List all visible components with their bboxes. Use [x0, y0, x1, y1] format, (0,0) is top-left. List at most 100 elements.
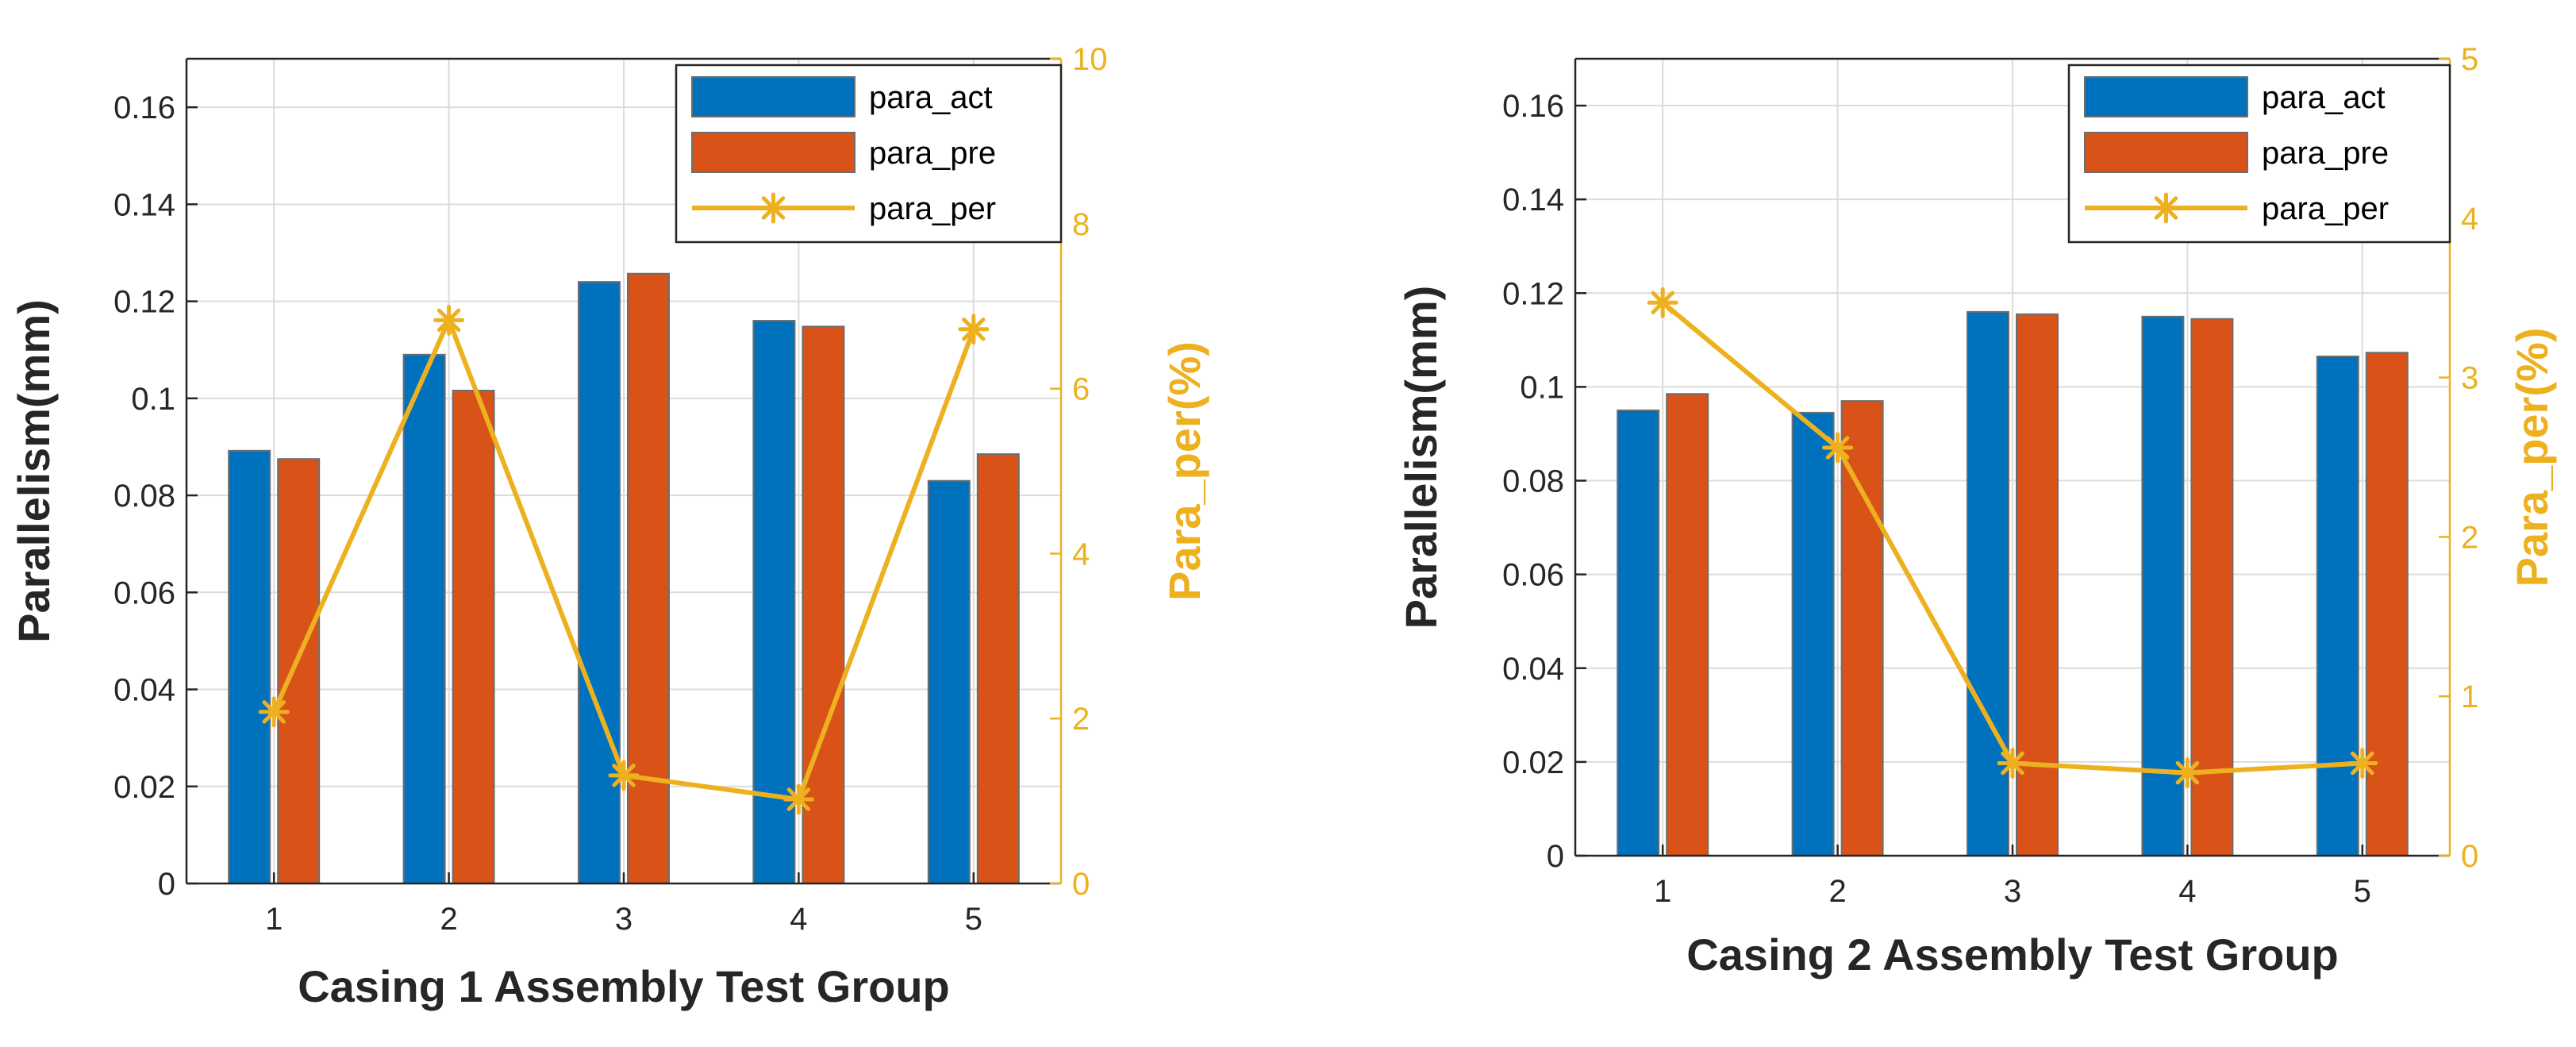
- y-tick-label: 0.02: [113, 770, 175, 805]
- y2-tick-label: 1: [2461, 679, 2478, 714]
- bar-para_pre-group-5: [976, 453, 1020, 884]
- asterisk-stroke: [436, 308, 461, 333]
- y2-tick-label: 6: [1072, 372, 1090, 407]
- y2-tick-label: 10: [1072, 42, 1108, 77]
- y2-tick-label: 4: [2461, 202, 2478, 237]
- point-para_per-group-5: [2347, 748, 2378, 779]
- x-tick-label: 1: [265, 902, 283, 937]
- y-tick-label: 0.12: [1502, 276, 1564, 311]
- y-tick-label: 0.14: [1502, 183, 1564, 217]
- asterisk-stroke: [761, 196, 786, 220]
- asterisk-stroke: [786, 787, 811, 811]
- y-tick-label: 0.04: [1502, 652, 1564, 687]
- bar-para_act-group-5: [927, 479, 971, 884]
- y2-tick-label: 2: [2461, 520, 2478, 555]
- y2-tick-label: 5: [2461, 42, 2478, 77]
- y-tick-label: 0.1: [1520, 370, 1564, 405]
- y2-axis-label: Para_per(%): [1159, 341, 1209, 601]
- chart-casing-1: 0 0.02 0.04 0.06 0.08 0.1 0.12 0.14 0.16 0 2 4 6 8 10 1…: [9, 42, 1209, 1011]
- y-tick-label: 0.06: [113, 575, 175, 610]
- y-tick-label: 0: [1547, 839, 1564, 874]
- asterisk-stroke: [1825, 436, 1850, 460]
- x-axis-label: Casing 1 Assembly Test Group: [298, 961, 950, 1011]
- asterisk-stroke: [612, 764, 636, 787]
- y2-tick-label: 4: [1072, 537, 1090, 572]
- y-tick-label: 0.16: [113, 90, 175, 125]
- y-tick-label: 0.12: [113, 285, 175, 320]
- bar-para_act-group-2: [402, 353, 446, 885]
- x-tick-label: 5: [2354, 874, 2371, 909]
- bar-para_act-group-4: [2141, 315, 2185, 856]
- legend-label-para_act: para_act: [869, 80, 993, 115]
- bar-para_pre-group-3: [627, 272, 670, 885]
- bar-para_act-group-5: [2316, 356, 2359, 856]
- x-tick-label: 3: [2004, 874, 2021, 909]
- asterisk-stroke: [2154, 196, 2178, 220]
- y2-tick-label: 3: [2461, 361, 2478, 396]
- point-para_per-group-4: [782, 783, 814, 815]
- legend-marker-para_per: [758, 192, 789, 224]
- legend-swatch-para_pre: [2084, 132, 2248, 173]
- legend-marker-para_per: [2151, 192, 2182, 224]
- y-tick-label: 0.08: [1502, 464, 1564, 499]
- bar-para_pre-group-5: [2365, 352, 2409, 856]
- x-tick-label: 5: [965, 902, 982, 937]
- bar-para_act-group-3: [578, 281, 621, 884]
- asterisk-stroke: [2351, 751, 2374, 776]
- x-tick-label: 2: [1828, 874, 1846, 909]
- asterisk-stroke: [962, 318, 986, 341]
- legend-label-para_per: para_per: [869, 191, 996, 226]
- y-tick-label: 0.16: [1502, 89, 1564, 124]
- y2-tick-label: 0: [1072, 867, 1090, 902]
- x-tick-label: 4: [790, 902, 807, 937]
- y2-tick-label: 0: [2461, 839, 2478, 874]
- point-para_per-group-2: [1822, 432, 1854, 464]
- point-para_per-group-1: [1647, 287, 1678, 318]
- bar-para_pre-group-2: [452, 390, 495, 885]
- x-tick-label: 4: [2178, 874, 2196, 909]
- legend-swatch-para_act: [2084, 76, 2248, 117]
- y-tick-label: 0.06: [1502, 558, 1564, 593]
- point-para_per-group-4: [2171, 757, 2203, 789]
- y-tick-label: 0: [158, 867, 175, 902]
- legend-swatch-para_pre: [691, 132, 855, 173]
- legend: para_act para_pre para_per: [2067, 64, 2451, 244]
- legend-label-para_act: para_act: [2262, 80, 2386, 115]
- legend-label-para_pre: para_pre: [869, 136, 996, 171]
- x-axis-label: Casing 2 Assembly Test Group: [1686, 930, 2339, 980]
- x-tick-label: 1: [1654, 874, 1671, 909]
- y2-axis-label: Para_per(%): [2507, 328, 2557, 587]
- point-para_per-group-1: [258, 696, 290, 728]
- y-tick-label: 0.1: [131, 382, 175, 417]
- asterisk-stroke: [1651, 291, 1674, 314]
- chart-casing-2: 0 0.02 0.04 0.06 0.08 0.1 0.12 0.14 0.16 0 1 2 3 4 5 1 2…: [1396, 42, 2557, 980]
- point-para_per-group-3: [1997, 748, 2028, 779]
- y-axis-label: Parallelism(mm): [1396, 286, 1446, 629]
- legend: para_act para_pre para_per: [675, 64, 1063, 244]
- x-tick-label: 3: [615, 902, 632, 937]
- x-tick-label: 2: [440, 902, 457, 937]
- y2-tick-label: 8: [1072, 207, 1090, 242]
- point-para_per-group-3: [608, 760, 640, 791]
- bar-para_pre-group-4: [2190, 318, 2234, 856]
- bar-para_pre-group-2: [1840, 400, 1884, 857]
- bar-para_pre-group-1: [277, 458, 321, 884]
- asterisk-stroke: [2001, 751, 2024, 776]
- y-tick-label: 0.04: [113, 673, 175, 708]
- y-tick-label: 0.08: [113, 479, 175, 514]
- y-tick-label: 0.14: [113, 187, 175, 222]
- legend-label-para_pre: para_pre: [2262, 136, 2389, 171]
- asterisk-stroke: [2175, 760, 2200, 785]
- legend-swatch-para_act: [691, 76, 855, 117]
- legend-label-para_per: para_per: [2262, 191, 2389, 226]
- y2-tick-label: 2: [1072, 702, 1090, 737]
- bar-para_pre-group-4: [802, 325, 845, 885]
- bar-para_act-group-1: [1617, 409, 1660, 856]
- bar-para_act-group-1: [228, 449, 271, 884]
- asterisk-stroke: [262, 700, 286, 724]
- bar-para_act-group-2: [1791, 411, 1835, 856]
- bar-para_pre-group-1: [1666, 393, 1709, 857]
- point-para_per-group-5: [958, 314, 990, 345]
- y-tick-label: 0.02: [1502, 745, 1564, 780]
